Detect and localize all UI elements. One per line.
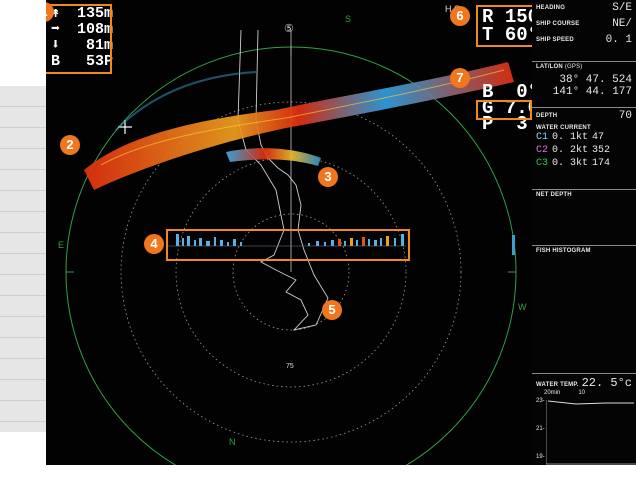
up-arrow-icon: ↟ (51, 5, 61, 22)
echo-highlight-4 (166, 229, 410, 261)
readout-highlight-6 (476, 5, 536, 47)
badge-3: 3 (318, 167, 338, 187)
longitude-value: 141° 44. 177 (552, 86, 632, 98)
badge-4: 4 (144, 234, 164, 254)
badge-5: 5 (322, 300, 342, 320)
latitude-value: 38° 47. 524 (559, 74, 632, 86)
current-row-c2: C2 0. 2kt 352 (536, 145, 611, 156)
depth-current-section: DEPTH 70 WATER CURRENT C1 0. 1kt 47 C2 0… (532, 108, 636, 190)
compass-east-label: E (58, 240, 65, 250)
latlon-section: LAT/LON (GPS) 38° 47. 524 141° 44. 177 (532, 62, 636, 108)
range-ring-1 (232, 213, 350, 331)
badge-7: 7 (450, 68, 470, 88)
depth-readout: ↟ 135m ➡ 108m ⬇ 81m B 53P (51, 5, 113, 70)
right-arrow-icon: ➡ (51, 21, 61, 38)
compass-bottom-label: N (229, 437, 236, 447)
background-grid (0, 86, 50, 432)
info-panel: HEADING S/E SHIP COURSE NE/ SHIP SPEED 0… (532, 0, 636, 465)
temp-graph: 23- 21- 19- (536, 396, 636, 465)
range-number: 75 (286, 363, 294, 370)
badge-1: 1 (46, 2, 54, 22)
fish-school-echo (84, 62, 514, 190)
net-depth-section: NET DEPTH (532, 190, 636, 246)
echo-strip (176, 234, 404, 246)
badge-2: 2 (60, 135, 80, 155)
readout-highlight-1 (46, 4, 112, 74)
coastline (237, 29, 329, 331)
fish-histogram-section: FISH HISTOGRAM (532, 246, 636, 374)
small-echo (226, 148, 321, 166)
compass-west-label: W (518, 302, 527, 312)
b-label: B (51, 53, 61, 70)
sonar-scope (65, 29, 517, 465)
readout-highlight-7 (476, 100, 532, 120)
current-row-c3: C3 0. 3kt 174 (536, 158, 611, 169)
down-arrow-icon: ⬇ (51, 37, 61, 54)
ship-info-section: HEADING S/E SHIP COURSE NE/ SHIP SPEED 0… (532, 0, 636, 62)
badge-6: 6 (450, 6, 470, 26)
range-ring-3 (120, 101, 462, 443)
compass-top-label: S (345, 14, 352, 24)
center-marker-icon: ⑤ (284, 23, 294, 35)
current-row-c1: C1 0. 1kt 47 (536, 132, 605, 143)
water-temp-section: WATER TEMP. 22. 5°c 20min 10 23- 21- 19- (532, 374, 636, 465)
